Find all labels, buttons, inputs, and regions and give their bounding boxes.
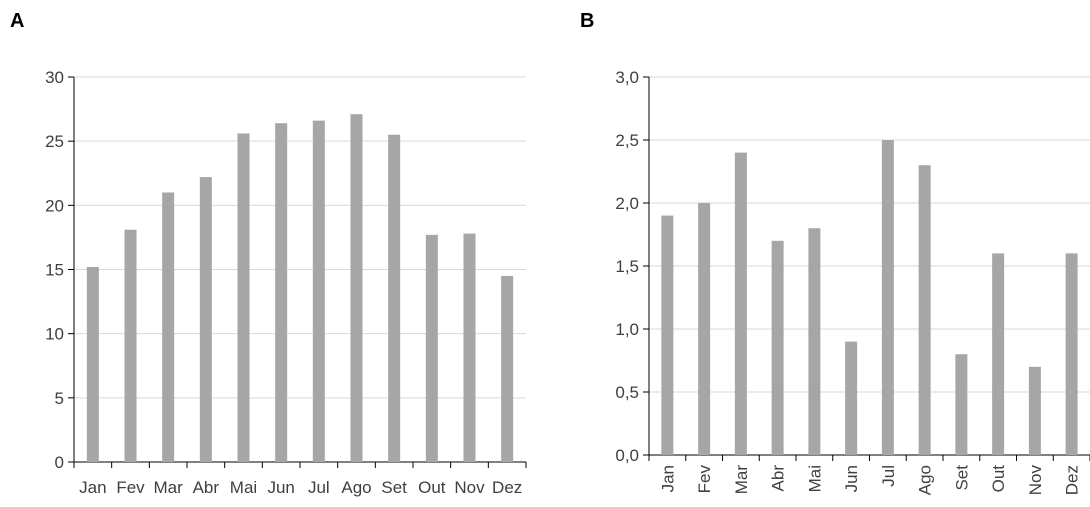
chart-a-y-tick-label: 15 <box>45 261 64 280</box>
chart-b-bar-mar <box>734 152 747 455</box>
chart-a-y-tick-label: 30 <box>45 68 64 87</box>
chart-a-x-tick-label: Abr <box>193 478 220 497</box>
chart-a-y-tick-label: 10 <box>45 325 64 344</box>
chart-b-x-tick-label: Set <box>952 465 971 491</box>
chart-a-bar-nov <box>463 233 476 462</box>
chart-a-y-tick-label: 0 <box>55 453 64 472</box>
chart-b-x-tick-label: Dez <box>1063 465 1082 495</box>
chart-b-y-tick-label: 1,0 <box>615 320 639 339</box>
chart-b-y-tick-label: 2,0 <box>615 194 639 213</box>
chart-a-x-tick-label: Nov <box>454 478 485 497</box>
chart-b-x-tick-label: Mai <box>805 465 824 492</box>
chart-a-bar-jun <box>275 123 288 462</box>
chart-b-x-tick-label: Nov <box>1026 465 1045 496</box>
chart-b-x-tick-label: Ago <box>916 465 935 495</box>
chart-a-bar-jul <box>312 120 325 462</box>
chart-b-bar-jan <box>661 215 674 455</box>
chart-a-bar-out <box>425 234 438 462</box>
chart-b-x-tick-label: Jun <box>842 465 861 492</box>
chart-b-y-tick-label: 1,5 <box>615 257 639 276</box>
chart-a-x-tick-label: Jun <box>267 478 294 497</box>
chart-a-y-tick-label: 20 <box>45 196 64 215</box>
chart-b-bar-jul <box>881 140 894 455</box>
chart-a-x-tick-label: Jan <box>79 478 106 497</box>
chart-a-x-tick-label: Set <box>381 478 407 497</box>
chart-a-x-tick-label: Fev <box>116 478 145 497</box>
chart-b-bar-set <box>955 354 968 455</box>
chart-b-x-tick-label: Out <box>989 465 1008 493</box>
chart-b-bar-mai <box>808 228 821 455</box>
chart-b-y-tick-label: 0,5 <box>615 383 639 402</box>
chart-a-y-tick-label: 5 <box>55 389 64 408</box>
chart-b-bar-fev <box>698 203 711 455</box>
chart-a-bar-mai <box>237 133 250 462</box>
chart-b-bar-ago <box>918 165 931 455</box>
chart-a-bar-abr <box>199 177 212 462</box>
chart-a-x-tick-label: Mai <box>230 478 257 497</box>
chart-b-bar-jun <box>845 341 858 455</box>
chart-b-x-tick-label: Fev <box>695 465 714 494</box>
chart-a-bar-mar <box>162 192 175 462</box>
chart-b-y-tick-label: 3,0 <box>615 68 639 87</box>
chart-b-bar-nov <box>1028 366 1041 455</box>
chart-b-x-tick-label: Mar <box>732 465 751 495</box>
chart-a-bar-set <box>388 134 401 462</box>
chart-b-y-tick-label: 2,5 <box>615 131 639 150</box>
chart-a-x-tick-label: Mar <box>154 478 184 497</box>
chart-b-x-tick-label: Jul <box>879 465 898 487</box>
chart-a-bar-ago <box>350 114 363 462</box>
chart-b-bar-out <box>992 253 1005 455</box>
chart-a-x-tick-label: Out <box>418 478 446 497</box>
panel-a-label: A <box>10 10 25 32</box>
chart-b-x-tick-label: Jan <box>658 465 677 492</box>
chart-a-x-tick-label: Jul <box>308 478 330 497</box>
chart-a-x-tick-label: Ago <box>341 478 371 497</box>
chart-a-x-tick-label: Dez <box>492 478 522 497</box>
panel-b-label: B <box>580 10 595 32</box>
chart-a-bar-dez <box>501 275 514 462</box>
chart-b-bar-dez <box>1065 253 1078 455</box>
chart-a-bar-jan <box>86 266 99 462</box>
chart-a-bar-fev <box>124 229 137 462</box>
chart-b-bar-abr <box>771 240 784 455</box>
chart-b-y-tick-label: 0,0 <box>615 446 639 465</box>
chart-a-y-tick-label: 25 <box>45 132 64 151</box>
chart-b-x-tick-label: Abr <box>769 465 788 492</box>
